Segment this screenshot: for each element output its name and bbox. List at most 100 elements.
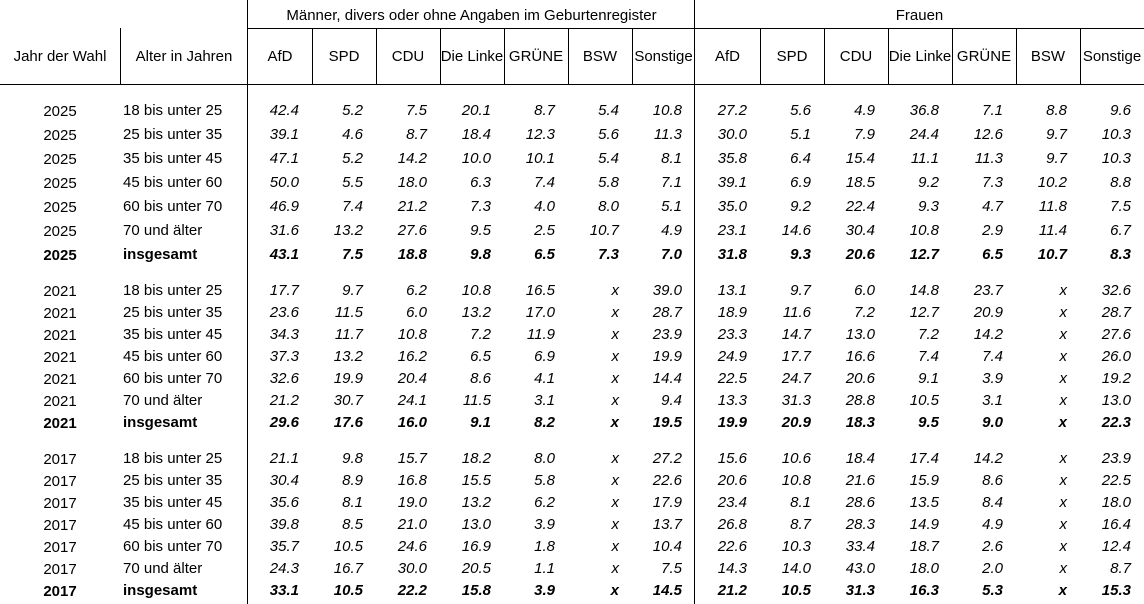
value-cell: 4.9: [854, 102, 875, 119]
value-cell: 27.6: [1101, 326, 1131, 343]
value-cell: 12.3: [525, 126, 555, 143]
value-cell: 20.6: [717, 472, 747, 489]
value-cell: 20.5: [461, 560, 491, 577]
age-cell: 25 bis unter 35: [123, 126, 223, 143]
value-cell: 23.1: [717, 222, 747, 239]
value-cell: 11.5: [462, 392, 491, 409]
value-cell: 7.4: [534, 174, 555, 191]
value-cell: 16.7: [333, 560, 363, 577]
value-cell: 7.2: [470, 326, 491, 343]
value-cell: 17.0: [525, 304, 555, 321]
value-cell: 16.6: [845, 348, 875, 365]
value-cell: 18.0: [909, 560, 939, 577]
party-header: GRÜNE: [956, 47, 1012, 65]
value-cell: 8.7: [790, 516, 811, 533]
value-cell: 7.0: [661, 246, 682, 263]
value-cell: 10.3: [1101, 150, 1131, 167]
value-cell: 13.1: [717, 282, 747, 299]
age-cell: insgesamt: [123, 414, 198, 431]
value-cell: 9.5: [918, 414, 939, 431]
value-cell: 15.7: [397, 450, 427, 467]
value-cell: 7.5: [406, 102, 427, 119]
party-header: SPD: [776, 47, 808, 65]
rule: [952, 28, 953, 84]
value-cell: 13.0: [1101, 392, 1131, 409]
value-cell: 13.2: [461, 494, 491, 511]
value-cell: 4.9: [982, 516, 1003, 533]
value-cell: 9.2: [790, 198, 811, 215]
value-cell: 29.6: [269, 414, 299, 431]
value-cell: 8.8: [1046, 102, 1067, 119]
year-cell: 2017: [43, 494, 77, 512]
value-cell: 23.7: [973, 282, 1003, 299]
value-cell: x: [1058, 414, 1067, 431]
value-cell: 12.6: [973, 126, 1003, 143]
value-cell: 20.4: [397, 370, 427, 387]
value-cell: 5.4: [598, 102, 619, 119]
value-cell: x: [1059, 304, 1068, 321]
value-cell: 22.3: [1101, 414, 1131, 431]
value-cell: x: [1059, 494, 1068, 511]
age-cell: 18 bis unter 25: [123, 450, 223, 467]
year-cell: 2021: [43, 282, 77, 300]
rule: [440, 28, 441, 84]
value-cell: 9.2: [918, 174, 939, 191]
value-cell: 6.2: [534, 494, 555, 511]
value-cell: 5.8: [598, 174, 619, 191]
value-cell: 24.7: [781, 370, 811, 387]
value-cell: 6.4: [790, 150, 811, 167]
rule: [120, 28, 121, 84]
value-cell: 11.3: [974, 150, 1003, 167]
value-cell: 35.8: [717, 150, 747, 167]
party-header: Die Linke: [888, 47, 952, 65]
value-cell: 23.4: [717, 494, 747, 511]
value-cell: 17.4: [909, 450, 939, 467]
value-cell: 7.4: [342, 198, 363, 215]
value-cell: x: [1059, 282, 1068, 299]
year-cell: 2017: [43, 472, 77, 490]
year-cell: 2025: [43, 246, 77, 264]
value-cell: x: [1059, 560, 1068, 577]
value-cell: 13.2: [461, 304, 491, 321]
value-cell: 9.4: [661, 392, 682, 409]
value-cell: 20.6: [845, 370, 875, 387]
value-cell: 17.6: [333, 414, 363, 431]
value-cell: 19.0: [397, 494, 427, 511]
value-cell: 10.8: [781, 472, 811, 489]
value-cell: 10.7: [1037, 246, 1067, 263]
rule: [824, 28, 825, 84]
rule: [1080, 28, 1081, 84]
age-cell: insgesamt: [123, 582, 198, 599]
value-cell: 19.5: [652, 414, 682, 431]
value-cell: 15.8: [461, 582, 491, 599]
value-cell: 5.1: [661, 198, 682, 215]
value-cell: 7.3: [598, 246, 619, 263]
value-cell: 8.7: [406, 126, 427, 143]
value-cell: 3.1: [982, 392, 1003, 409]
value-cell: 14.4: [652, 370, 682, 387]
value-cell: x: [1059, 392, 1068, 409]
value-cell: 28.7: [1101, 304, 1131, 321]
value-cell: 19.9: [717, 414, 747, 431]
year-cell: 2017: [43, 560, 77, 578]
value-cell: 6.5: [982, 246, 1003, 263]
value-cell: 30.4: [845, 222, 875, 239]
value-cell: 43.1: [269, 246, 299, 263]
value-cell: 9.3: [918, 198, 939, 215]
value-cell: 39.8: [269, 516, 299, 533]
value-cell: 11.5: [334, 304, 363, 321]
value-cell: 10.8: [461, 282, 491, 299]
value-cell: 10.7: [589, 222, 619, 239]
value-cell: 39.1: [269, 126, 299, 143]
value-cell: 10.5: [909, 392, 939, 409]
value-cell: 14.2: [397, 150, 427, 167]
age-cell: 25 bis unter 35: [123, 472, 223, 489]
party-header: SPD: [328, 47, 360, 65]
value-cell: x: [1059, 538, 1068, 555]
value-cell: 6.5: [470, 348, 491, 365]
value-cell: 7.5: [661, 560, 682, 577]
value-cell: 35.0: [717, 198, 747, 215]
value-cell: 6.0: [854, 282, 875, 299]
value-cell: 8.1: [342, 494, 363, 511]
value-cell: 5.8: [534, 472, 555, 489]
